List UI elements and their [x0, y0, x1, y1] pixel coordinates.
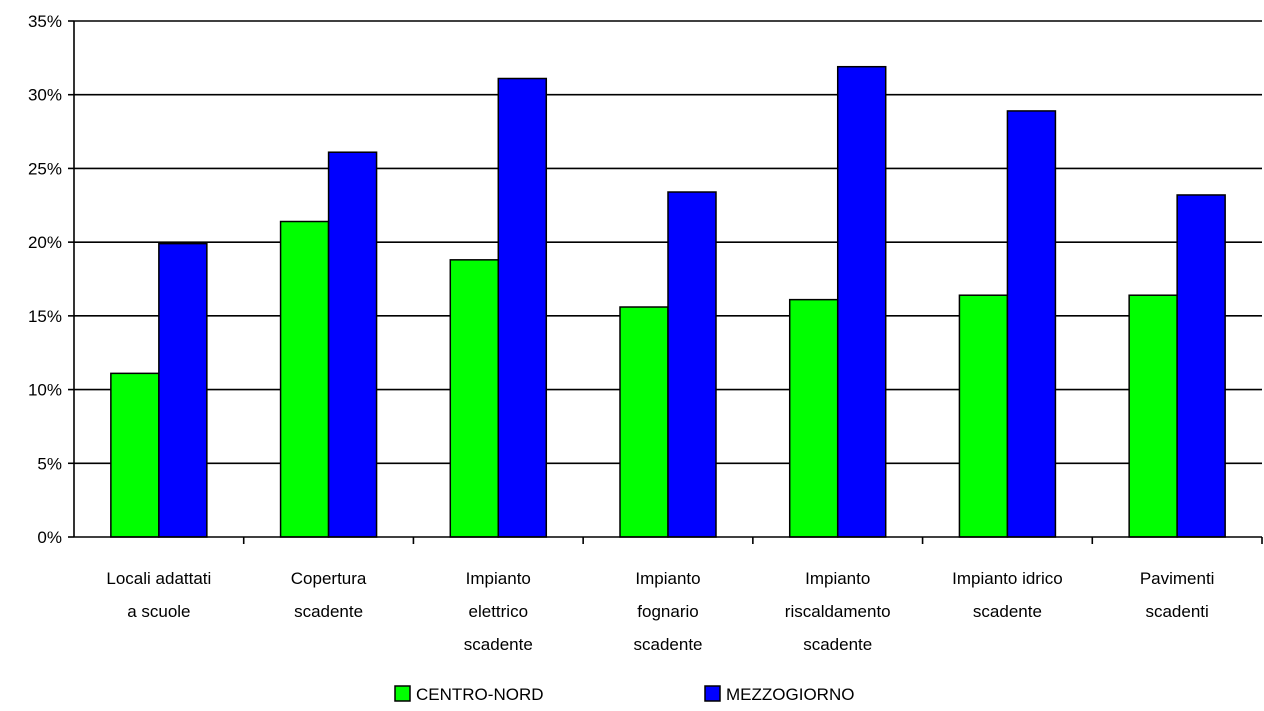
category-label: Pavimenti: [1140, 569, 1215, 588]
bar-mezzogiorno: [1006, 110, 1057, 538]
y-tick-label: 20%: [28, 233, 62, 252]
bar-mezzogiorno: [836, 65, 887, 538]
legend-swatch: [704, 685, 721, 702]
bar-centro-nord: [279, 220, 330, 538]
axes: [68, 20, 1263, 544]
y-tick-label: 15%: [28, 307, 62, 326]
y-tick-label: 5%: [37, 454, 62, 473]
category-label: Locali adattati: [106, 569, 211, 588]
bars: [110, 65, 1226, 538]
bar-mezzogiorno: [1176, 194, 1226, 538]
legend-label: CENTRO-NORD: [416, 685, 544, 704]
bar-mezzogiorno: [158, 242, 208, 538]
bar-centro-nord: [1128, 294, 1178, 538]
category-label: Impianto: [635, 569, 700, 588]
category-label: Impianto idrico: [952, 569, 1063, 588]
y-tick-labels: 0% 5% 10% 15% 20% 25% 30% 35%: [28, 12, 62, 547]
bar-centro-nord: [449, 259, 500, 538]
category-label: fognario: [637, 602, 698, 621]
category-label: scadente: [294, 602, 363, 621]
category-label: Copertura: [291, 569, 367, 588]
category-label: Impianto: [805, 569, 870, 588]
bar-centro-nord: [958, 294, 1009, 538]
category-label: scadente: [803, 635, 872, 654]
bar-mezzogiorno: [497, 77, 548, 538]
bar-centro-nord: [110, 372, 160, 538]
bar-centro-nord: [788, 298, 839, 538]
y-tick-label: 30%: [28, 86, 62, 105]
category-label: scadenti: [1145, 602, 1208, 621]
y-tick-label: 35%: [28, 12, 62, 31]
y-tick-label: 25%: [28, 159, 62, 178]
legend-swatch: [394, 685, 411, 702]
legend-label: MEZZOGIORNO: [726, 685, 854, 704]
bar-centro-nord: [619, 306, 669, 538]
y-tick-label: 0%: [37, 528, 62, 547]
bar-mezzogiorno: [667, 191, 717, 538]
legend: CENTRO-NORD MEZZOGIORNO: [394, 685, 854, 704]
category-label: scadente: [634, 635, 703, 654]
category-label: riscaldamento: [785, 602, 891, 621]
category-labels: Locali adattati a scuole Copertura scadente…: [106, 569, 1214, 654]
bar-mezzogiorno: [327, 151, 378, 538]
category-label: scadente: [464, 635, 533, 654]
category-label: Impianto: [466, 569, 531, 588]
category-label: a scuole: [127, 602, 190, 621]
y-tick-label: 10%: [28, 381, 62, 400]
category-label: scadente: [973, 602, 1042, 621]
category-label: elettrico: [469, 602, 529, 621]
